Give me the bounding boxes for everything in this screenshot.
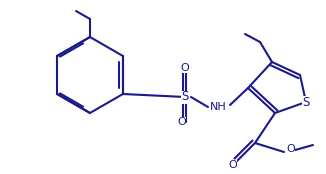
Text: O: O: [178, 117, 186, 127]
Text: O: O: [287, 144, 295, 154]
Text: O: O: [181, 63, 189, 73]
Text: NH: NH: [210, 102, 226, 112]
Text: O: O: [229, 160, 237, 170]
Text: S: S: [181, 90, 189, 104]
Text: S: S: [302, 96, 310, 109]
